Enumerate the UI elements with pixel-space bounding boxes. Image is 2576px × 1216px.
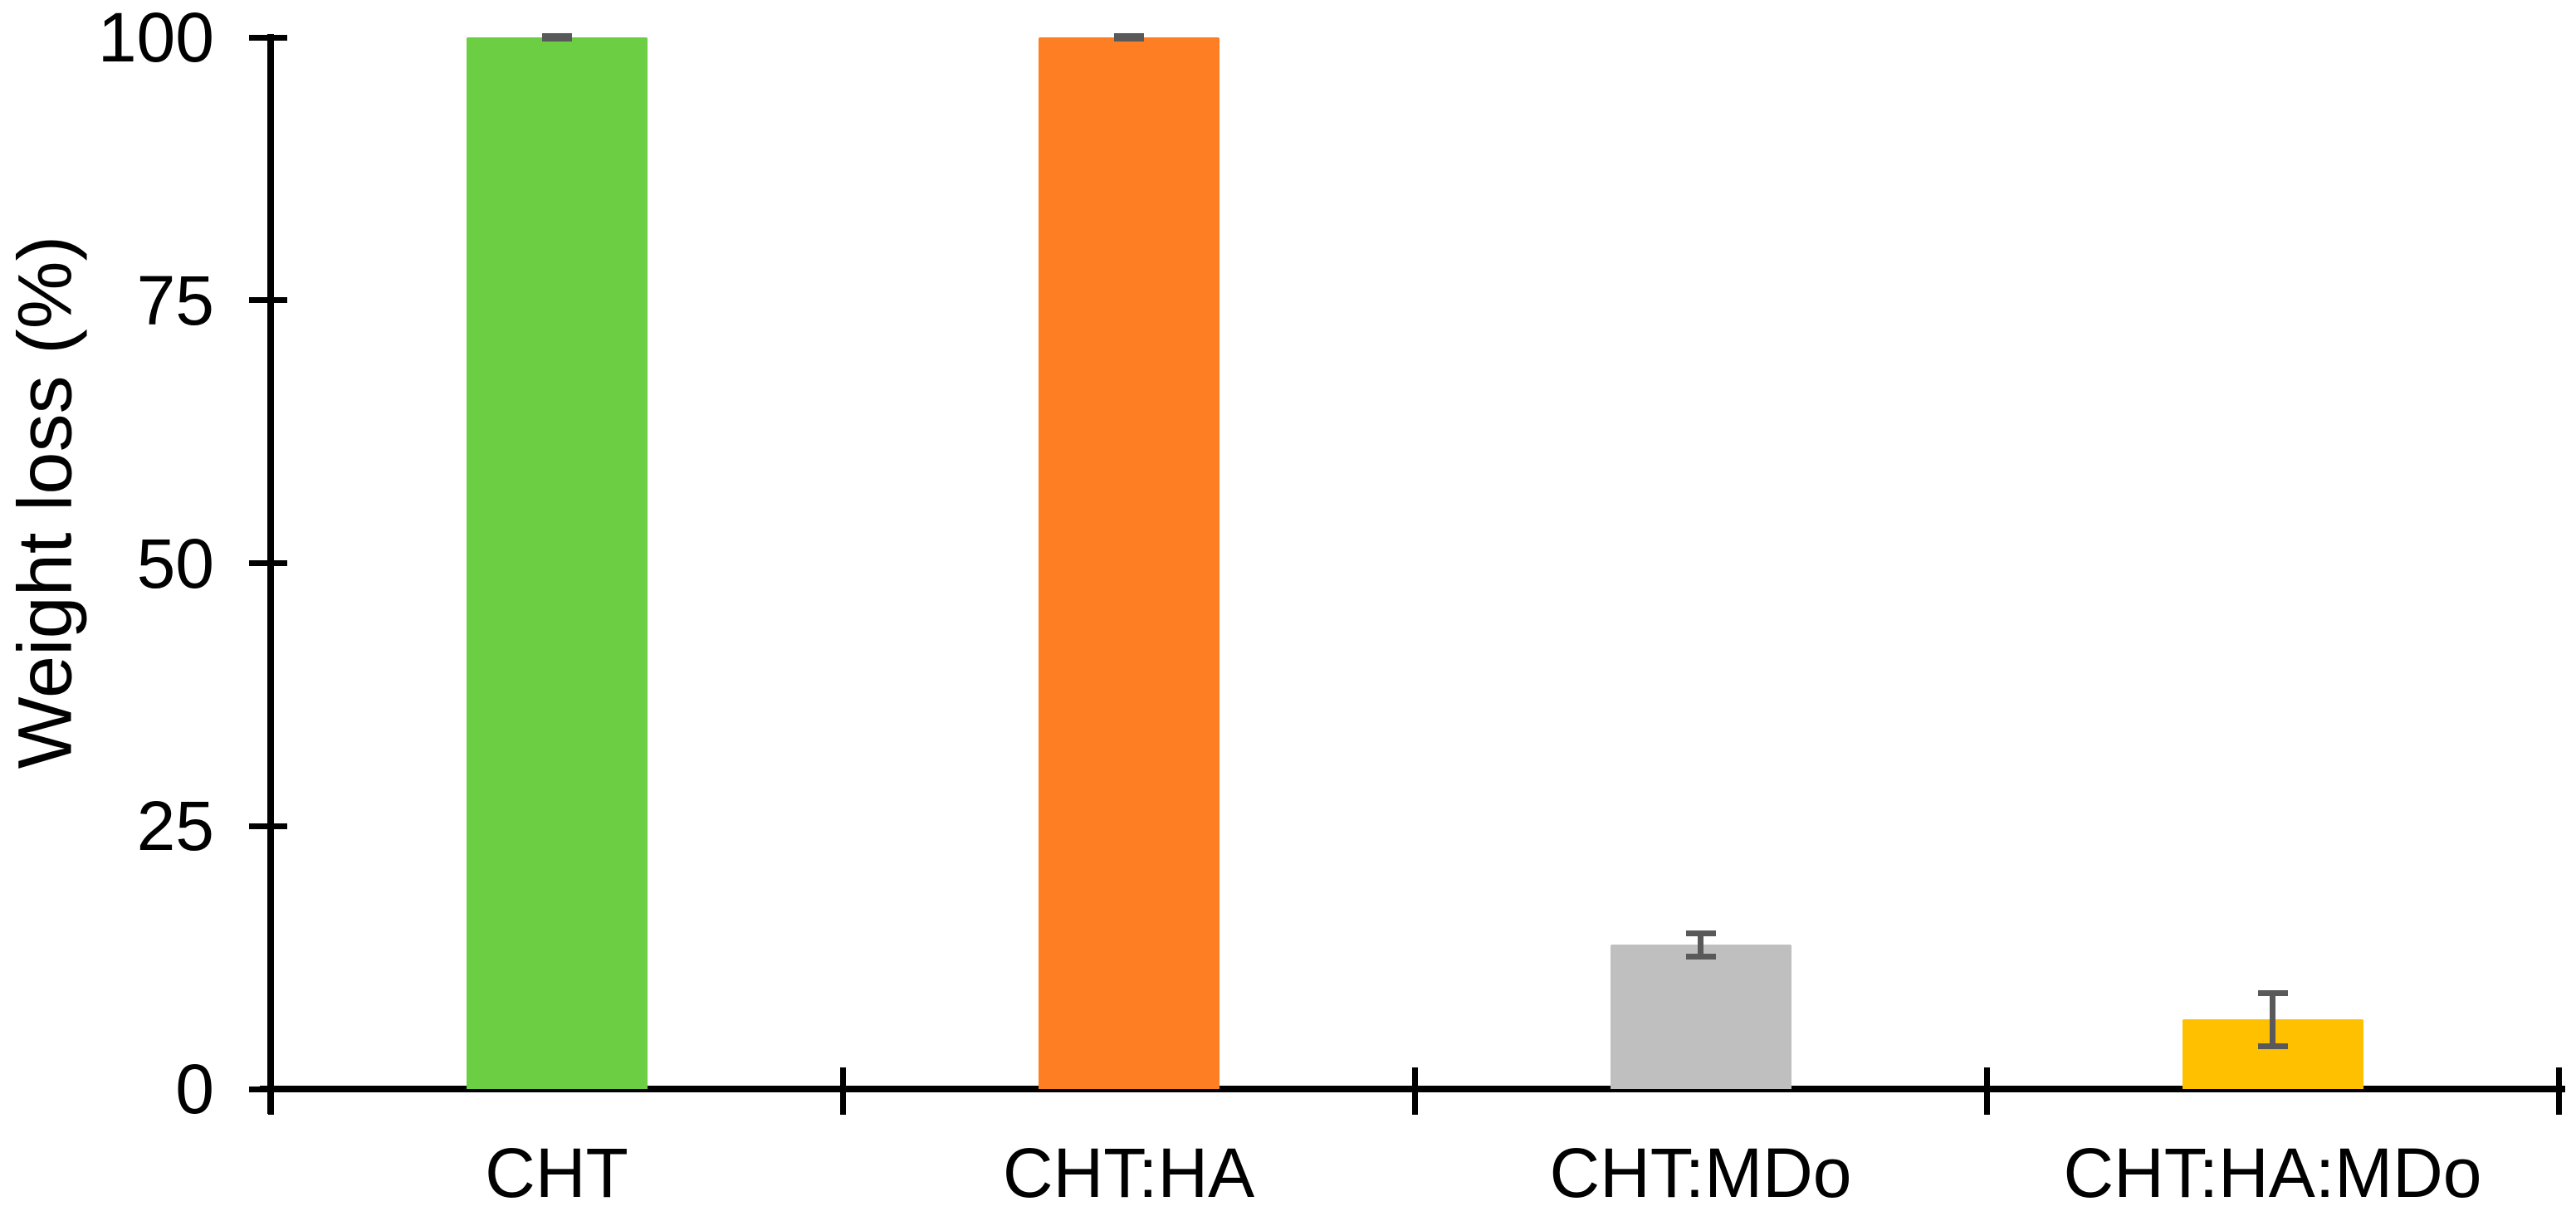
y-tick-75 bbox=[249, 297, 287, 304]
error-bar-cap-bottom bbox=[1113, 36, 1144, 42]
bar-cht bbox=[466, 37, 648, 1089]
y-tick-25 bbox=[249, 823, 287, 829]
x-tick-label-cht-ha: CHT:HA bbox=[1002, 1134, 1255, 1212]
error-bar-cht-ha-mdo bbox=[2257, 989, 2288, 1049]
error-bar-stem bbox=[1698, 930, 1703, 960]
plot-area bbox=[249, 32, 2565, 1115]
error-bar-cht-ha bbox=[1113, 32, 1144, 42]
y-axis-line bbox=[267, 34, 274, 1114]
x-tick-4 bbox=[2555, 1067, 2562, 1115]
error-bar-cap-bottom bbox=[541, 36, 572, 42]
x-tick-label-cht: CHT bbox=[485, 1134, 628, 1212]
bar-cht-ha bbox=[1038, 37, 1220, 1089]
error-bar-cht bbox=[541, 32, 572, 42]
x-tick-0 bbox=[267, 1067, 274, 1115]
error-bar-cht-mdo bbox=[1685, 930, 1716, 960]
y-tick-100 bbox=[249, 34, 287, 41]
y-tick-label-75: 75 bbox=[136, 261, 214, 339]
x-tick-label-cht-mdo: CHT:MDo bbox=[1549, 1134, 1852, 1212]
y-tick-50 bbox=[249, 560, 287, 566]
x-tick-3 bbox=[1983, 1067, 1990, 1115]
error-bar-cap-bottom bbox=[1685, 954, 1716, 960]
error-bar-cap-bottom bbox=[2257, 1043, 2288, 1049]
x-tick-1 bbox=[839, 1067, 846, 1115]
y-tick-label-100: 100 bbox=[97, 0, 214, 76]
x-tick-2 bbox=[1411, 1067, 1418, 1115]
y-tick-label-50: 50 bbox=[136, 524, 214, 603]
y-tick-label-25: 25 bbox=[136, 787, 214, 866]
x-tick-label-cht-ha-mdo: CHT:HA:MDo bbox=[2063, 1134, 2482, 1212]
error-bar-stem bbox=[2270, 989, 2275, 1049]
y-tick-label-0: 0 bbox=[175, 1050, 214, 1128]
bar-cht-mdo bbox=[1610, 945, 1791, 1089]
